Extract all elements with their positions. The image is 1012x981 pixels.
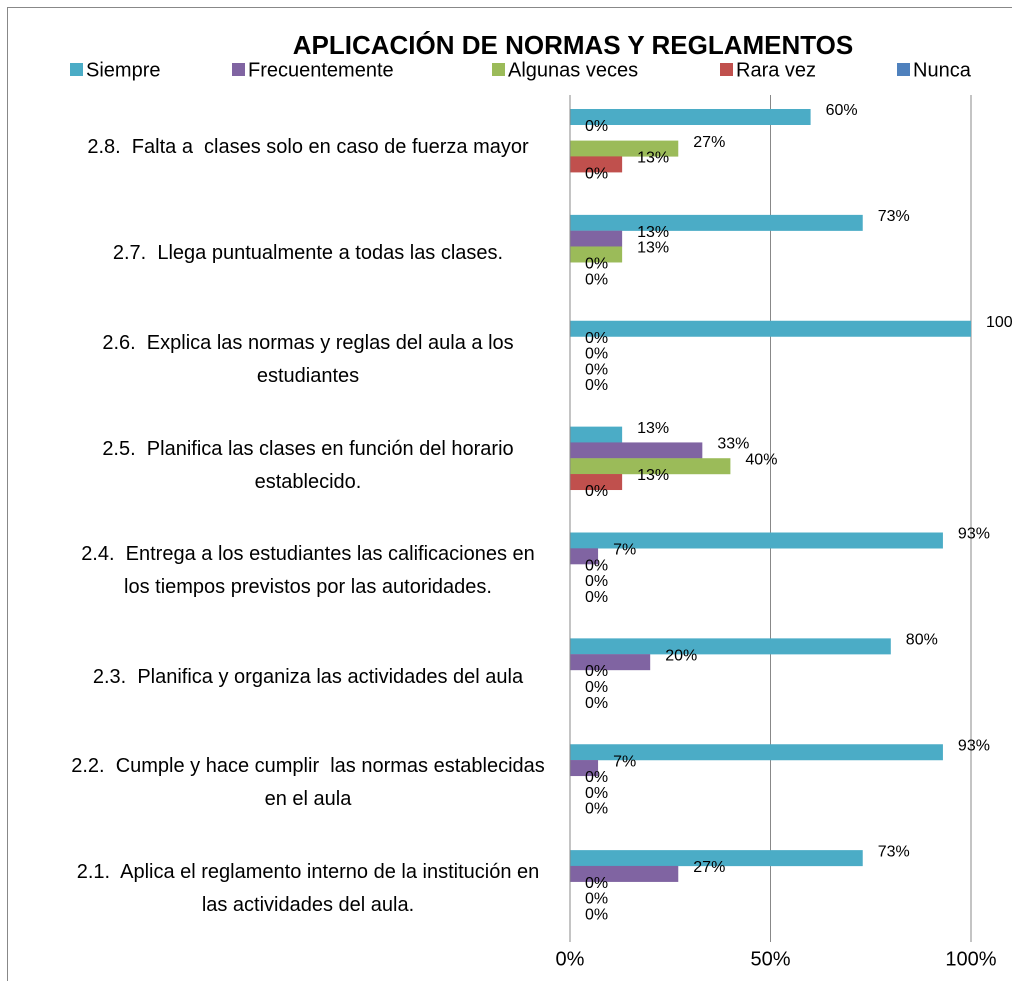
bar [570,214,863,231]
bar [570,320,971,337]
bar [570,230,623,247]
bar [570,744,943,761]
bar [570,442,703,459]
bar [570,865,679,882]
value-label: 7% [613,542,636,559]
legend-label: Nunca [913,59,972,81]
x-tick-label: 100% [945,948,996,970]
category-label: 2.6. Explica las normas y reglas del aul… [102,331,520,387]
bar [570,156,623,173]
value-label: 13% [637,224,669,241]
value-label: 20% [665,647,697,664]
value-label: 27% [693,859,725,876]
value-label: 40% [745,451,777,468]
value-label: 0% [585,891,608,908]
value-label: 0% [585,769,608,786]
value-label: 0% [585,801,608,818]
value-label: 0% [585,118,608,135]
legend-label: Frecuentemente [248,59,394,81]
value-label: 0% [585,907,608,924]
bar [570,140,679,157]
value-label: 73% [878,843,910,860]
value-label: 13% [637,150,669,167]
chart-border [7,7,1012,981]
bar [570,532,943,549]
value-label: 33% [717,436,749,453]
value-label: 93% [958,737,990,754]
legend-swatch [232,63,245,76]
value-label: 0% [585,695,608,712]
value-label: 0% [585,679,608,696]
bar [570,760,599,777]
bar [570,474,623,491]
legend-label: Algunas veces [508,59,638,81]
x-tick-label: 50% [750,948,790,970]
value-label: 13% [637,467,669,484]
value-label: 0% [585,255,608,272]
value-label: 0% [585,573,608,590]
chart-title: APLICACIÓN DE NORMAS Y REGLAMENTOS [293,30,854,60]
value-label: 27% [693,134,725,151]
legend-swatch [492,63,505,76]
value-label: 0% [585,785,608,802]
bar [570,109,811,125]
bar [570,426,623,443]
value-label: 13% [637,240,669,257]
value-label: 0% [585,557,608,574]
category-label: 2.3. Planifica y organiza las actividade… [92,665,524,688]
category-label: 2.7. Llega puntualmente a todas las clas… [112,242,504,265]
value-label: 0% [585,346,608,363]
bar [570,638,891,655]
category-label: 2.4. Entrega a los estudiantes las calif… [81,543,541,599]
value-label: 0% [585,875,608,892]
value-label: 0% [585,361,608,378]
value-label: 7% [613,753,636,770]
value-label: 60% [826,102,858,119]
value-label: 0% [585,589,608,606]
category-label: 2.1. Aplica el reglamento interno de la … [76,861,545,917]
legend-label: Siempre [86,59,160,81]
bar [570,654,651,671]
value-label: 0% [585,483,608,500]
bar [570,458,731,475]
category-label: 2.8. Falta a clases solo en caso de fuer… [87,136,529,159]
legend-swatch [720,63,733,76]
legend-swatch [897,63,910,76]
value-label: 0% [585,271,608,288]
legend-label: Rara vez [736,59,816,81]
value-label: 80% [906,632,938,649]
legend-swatch [70,63,83,76]
value-label: 100% [986,314,1012,331]
value-label: 13% [637,420,669,437]
value-label: 0% [585,330,608,347]
category-label: 2.2. Cumple y hace cumplir las normas es… [71,755,551,811]
value-label: 0% [585,165,608,182]
category-label: 2.5. Planifica las clases en función del… [102,437,520,493]
bar [570,850,863,867]
value-label: 0% [585,377,608,394]
value-label: 0% [585,663,608,680]
bar [570,246,623,263]
value-label: 93% [958,526,990,543]
value-label: 73% [878,208,910,225]
x-tick-label: 0% [556,948,585,970]
bar [570,548,599,565]
